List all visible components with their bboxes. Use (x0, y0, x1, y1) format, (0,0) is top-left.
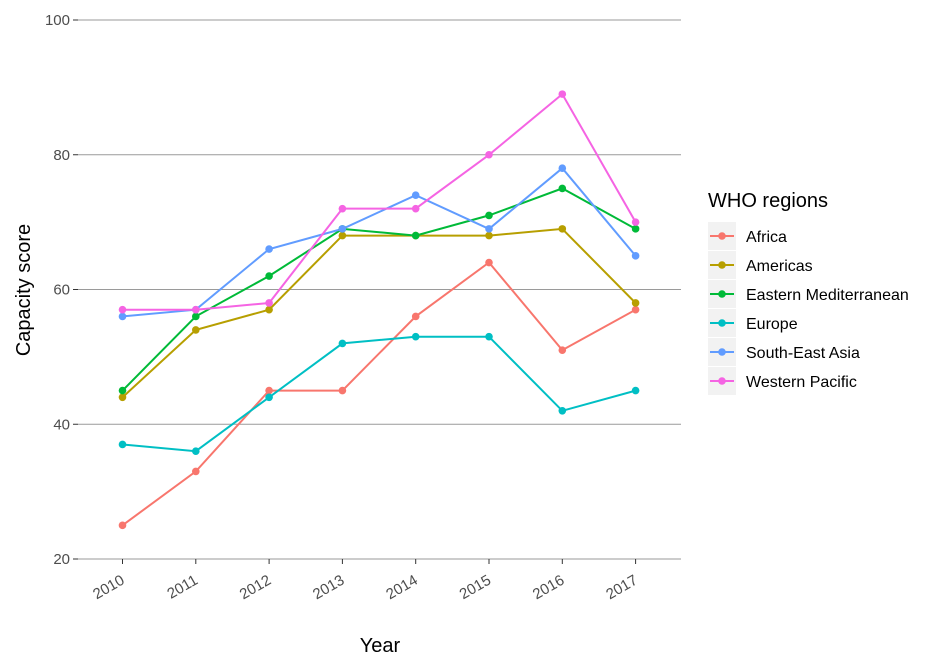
point-eastern-mediterranean-2010 (118, 386, 127, 395)
x-tick-label-2012: 2012 (237, 572, 274, 603)
point-europe-2012 (265, 393, 273, 402)
point-europe-2015 (485, 332, 493, 341)
point-western-pacific-2011 (192, 305, 200, 314)
legend-label-western-pacific: Western Pacific (746, 374, 857, 391)
point-europe-2010 (118, 440, 127, 449)
point-africa-2013 (338, 386, 347, 395)
point-western-pacific-2014 (411, 204, 420, 213)
point-western-pacific-2010 (118, 305, 127, 314)
point-western-pacific-2012 (265, 299, 273, 307)
point-europe-2014 (411, 332, 420, 341)
x-axis-ticks: 2010 2011 2012 2013 2014 2015 2016 2017 (90, 559, 641, 603)
point-europe-2011 (192, 447, 200, 456)
series-points (118, 90, 640, 530)
gridlines (78, 19, 681, 560)
legend-label-africa: Africa (746, 229, 787, 246)
point-eastern-mediterranean-2014 (411, 231, 420, 240)
point-africa-2017 (631, 305, 640, 314)
point-south-east-asia-2010 (118, 312, 127, 321)
x-tick-label-2013: 2013 (310, 572, 347, 603)
point-americas-2016 (558, 225, 567, 233)
x-tick-label-2017: 2017 (603, 572, 640, 603)
point-south-east-asia-2016 (558, 164, 567, 173)
legend-label-south-east-asia: South-East Asia (746, 345, 860, 362)
legend-key-point-eastern-mediterranean (718, 290, 726, 298)
point-south-east-asia-2014 (411, 191, 420, 199)
y-tick-label-60: 60 (53, 282, 70, 299)
legend-label-europe: Europe (746, 316, 798, 333)
point-europe-2017 (631, 386, 640, 395)
series-line-south-east-asia (122, 166, 637, 318)
point-americas-2015 (485, 231, 493, 240)
y-axis-title: Capacity score (13, 224, 35, 356)
x-tick-label-2015: 2015 (457, 572, 494, 603)
legend-label-americas: Americas (746, 258, 813, 275)
series-line-africa (121, 261, 637, 527)
point-americas-2012 (265, 305, 273, 314)
legend: WHO regions Africa Americas Eastern Medite… (708, 190, 909, 395)
legend-item-western-pacific: Western Pacific (708, 367, 857, 395)
point-western-pacific-2015 (485, 150, 493, 159)
point-africa-2014 (411, 312, 420, 321)
point-western-pacific-2017 (631, 218, 640, 226)
legend-item-africa: Africa (708, 222, 787, 250)
point-western-pacific-2016 (558, 90, 567, 98)
y-tick-label-100: 100 (45, 12, 70, 29)
x-tick-label-2011: 2011 (164, 572, 200, 603)
point-americas-2011 (192, 326, 200, 334)
y-tick-label-40: 40 (53, 416, 70, 433)
legend-key-point-americas (718, 261, 726, 269)
legend-key-point-europe (718, 319, 726, 327)
point-europe-2013 (338, 339, 347, 348)
x-tick-label-2014: 2014 (383, 572, 420, 603)
point-americas-2010 (118, 393, 127, 402)
legend-item-eastern-mediterranean: Eastern Mediterranean (708, 280, 909, 308)
y-tick-label-80: 80 (53, 147, 70, 164)
legend-key-point-africa (718, 232, 726, 240)
legend-item-americas: Americas (708, 251, 813, 279)
legend-key-point-south-east-asia (718, 348, 726, 356)
point-south-east-asia-2017 (631, 252, 640, 260)
point-americas-2013 (338, 231, 347, 240)
point-europe-2016 (558, 406, 567, 415)
point-africa-2011 (192, 467, 200, 476)
point-africa-2016 (558, 346, 567, 354)
point-africa-2010 (118, 521, 127, 530)
legend-label-eastern-mediterranean: Eastern Mediterranean (746, 287, 909, 304)
series-line-western-pacific (122, 92, 637, 311)
point-south-east-asia-2012 (265, 245, 273, 253)
point-eastern-mediterranean-2017 (631, 225, 640, 233)
point-eastern-mediterranean-2011 (192, 312, 200, 321)
legend-item-europe: Europe (708, 309, 798, 337)
series-line-americas (121, 227, 637, 399)
point-africa-2015 (485, 258, 493, 267)
point-eastern-mediterranean-2016 (558, 184, 567, 193)
series-lines (121, 92, 637, 527)
y-tick-label-20: 20 (53, 551, 70, 568)
point-eastern-mediterranean-2015 (485, 211, 493, 220)
legend-item-south-east-asia: South-East Asia (708, 338, 860, 366)
legend-title: WHO regions (708, 190, 828, 212)
series-line-eastern-mediterranean (121, 187, 637, 392)
point-americas-2017 (631, 299, 640, 307)
point-africa-2012 (265, 386, 273, 395)
x-tick-label-2016: 2016 (530, 572, 567, 603)
series-line-europe (122, 335, 636, 453)
x-axis-title: Year (360, 635, 401, 657)
point-south-east-asia-2015 (485, 225, 493, 233)
y-axis-ticks: 20 40 60 80 100 (45, 12, 78, 568)
point-south-east-asia-2013 (338, 225, 347, 233)
point-western-pacific-2013 (338, 204, 347, 213)
point-eastern-mediterranean-2012 (265, 272, 273, 280)
x-tick-label-2010: 2010 (90, 572, 127, 603)
legend-key-point-western-pacific (718, 377, 726, 385)
